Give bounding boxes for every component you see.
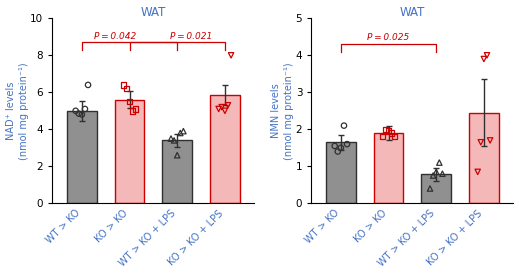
Point [167,136,175,141]
Text: P = 0.021: P = 0.021 [170,32,213,41]
Point [435,160,443,165]
Point [388,131,396,135]
Point [217,105,226,109]
Point [81,107,89,111]
Point [486,138,494,142]
Bar [115,100,144,203]
Point [129,109,137,113]
Point [227,53,235,58]
Point [483,53,491,58]
Point [426,186,434,191]
Point [72,109,80,113]
Bar [421,175,451,203]
Point [334,149,342,154]
Point [75,112,83,116]
Point [473,170,482,174]
Point [126,99,134,104]
Point [214,107,223,111]
Bar [326,142,356,203]
Point [337,145,345,150]
Point [173,153,181,157]
Point [221,109,229,113]
Text: P = 0.025: P = 0.025 [367,33,409,42]
Point [84,83,92,87]
Y-axis label: NMN levels
(nmol mg protein⁻¹): NMN levels (nmol mg protein⁻¹) [271,62,294,160]
Bar [374,133,403,203]
Text: P = 0.042: P = 0.042 [94,32,136,41]
Bar [469,113,499,203]
Point [179,129,187,133]
Point [381,127,390,132]
Point [343,142,351,146]
Point [385,129,393,133]
Point [132,107,140,111]
Point [378,135,387,139]
Bar [67,111,97,203]
Point [331,144,339,148]
Title: WAT: WAT [141,5,166,19]
Point [170,138,178,142]
Point [176,131,184,135]
Point [224,103,232,107]
Point [480,57,488,61]
Y-axis label: NAD⁺ levels
(nmol mg protein⁻¹): NAD⁺ levels (nmol mg protein⁻¹) [6,62,29,160]
Point [476,140,485,144]
Point [391,135,399,139]
Point [78,112,86,117]
Point [438,172,446,176]
Point [429,173,438,178]
Bar [162,140,192,203]
Point [119,83,128,87]
Point [432,170,441,174]
Point [122,86,131,91]
Bar [210,95,240,203]
Title: WAT: WAT [400,5,425,19]
Point [340,123,348,128]
